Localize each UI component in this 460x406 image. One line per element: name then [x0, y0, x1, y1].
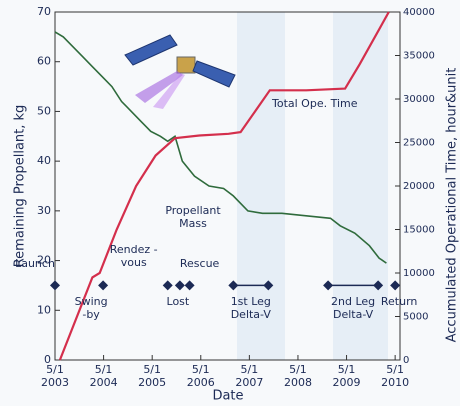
event-marker: [390, 280, 400, 290]
y2-tick-label: 15000: [403, 225, 435, 236]
x-tick-label: 5/1 2006: [185, 363, 217, 389]
annotation: Total Ope. Time: [271, 97, 358, 110]
event-label: Rendez -vous: [108, 243, 160, 269]
y-tick-label: 60: [37, 55, 51, 68]
event-marker: [98, 280, 108, 290]
event-marker: [50, 280, 60, 290]
spacecraft-illustration: [125, 35, 235, 109]
y2-tick-label: 35000: [403, 51, 435, 62]
y2-tick-label: 20000: [403, 181, 435, 192]
chart-svg: Remaining Propellant, kg Accumulated Ope…: [0, 0, 460, 406]
x-tick-label: 5/1 2008: [282, 363, 314, 389]
event-label: 1st Leg Delta-V: [223, 295, 279, 321]
y-tick-label: 50: [37, 104, 51, 117]
y-tick-label: 70: [37, 5, 51, 18]
y2-axis-title: Accumulated Operational Time, hour&unit: [445, 68, 460, 343]
event-label: Lost: [163, 295, 193, 308]
y-tick-label: 30: [37, 204, 51, 217]
x-tick-label: 5/1 2007: [233, 363, 265, 389]
x-tick-label: 5/1 2010: [379, 363, 411, 389]
y2-tick-label: 40000: [403, 7, 435, 18]
y-tick-label: 40: [37, 154, 51, 167]
event-label: Launch: [10, 257, 60, 270]
annotation: Propellant Mass: [160, 204, 226, 230]
x-tick-label: 5/1 2005: [136, 363, 168, 389]
event-label: Rescue: [178, 257, 222, 270]
event-label: Swing -by: [71, 295, 111, 321]
event-marker: [175, 280, 185, 290]
y2-tick-label: 30000: [403, 94, 435, 105]
event-label: Return: [377, 295, 421, 308]
event-marker: [185, 280, 195, 290]
x-axis-title: Date: [212, 389, 243, 404]
y-axis-title: Remaining Propellant, kg: [13, 105, 28, 268]
y-tick-label: 10: [37, 303, 51, 316]
y2-tick-label: 10000: [403, 268, 435, 279]
y2-tick-label: 25000: [403, 138, 435, 149]
event-marker: [228, 280, 238, 290]
event-marker: [323, 280, 333, 290]
x-tick-label: 5/1 2003: [39, 363, 71, 389]
chart: Remaining Propellant, kg Accumulated Ope…: [0, 0, 460, 406]
event-label: 2nd Leg Delta-V: [325, 295, 381, 321]
x-tick-label: 5/1 2009: [331, 363, 363, 389]
y2-tick-label: 5000: [403, 312, 428, 323]
event-marker: [163, 280, 173, 290]
x-tick-label: 5/1 2004: [88, 363, 120, 389]
